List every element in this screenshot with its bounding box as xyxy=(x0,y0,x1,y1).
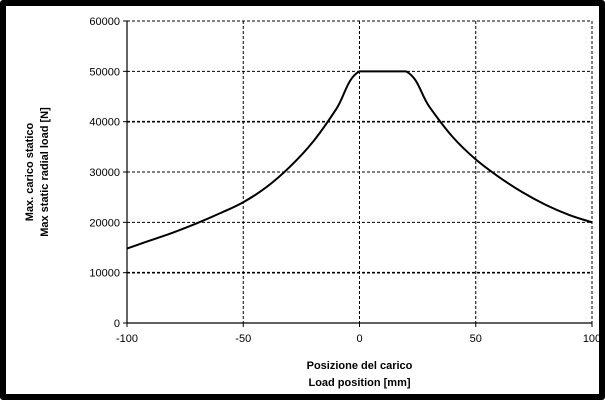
y-tick-label-60000: 60000 xyxy=(89,16,120,28)
y-axis-title-line-1: Max. carico statico xyxy=(24,123,36,222)
series-line-0 xyxy=(126,70,593,250)
x-axis-title-line-2: Load position [mm] xyxy=(308,377,410,389)
y-axis-title-line-2: Max static radial load [N] xyxy=(39,107,51,237)
x-tick-label-100: 100 xyxy=(583,333,601,345)
x-tick-label-50: 50 xyxy=(470,333,482,345)
tick-labels: 0 10000 20000 30000 40000 50000 60000 -100 -50 0 5… xyxy=(89,16,601,345)
y-tick-label-10000: 10000 xyxy=(89,268,120,280)
series-group xyxy=(126,70,593,250)
x-tick-label-0: 0 xyxy=(356,333,362,345)
y-tick-label-30000: 30000 xyxy=(89,167,120,179)
x-tick-label--50: -50 xyxy=(235,333,251,345)
y-tick-label-40000: 40000 xyxy=(89,117,120,129)
y-tick-label-50000: 50000 xyxy=(89,66,120,78)
grid-lines xyxy=(127,20,593,323)
axes xyxy=(123,20,593,327)
y-tick-label-20000: 20000 xyxy=(89,217,120,229)
x-tick-label--100: -100 xyxy=(116,333,138,345)
y-tick-label-0: 0 xyxy=(114,318,120,330)
x-axis-title-line-1: Posizione del carico xyxy=(307,360,413,372)
